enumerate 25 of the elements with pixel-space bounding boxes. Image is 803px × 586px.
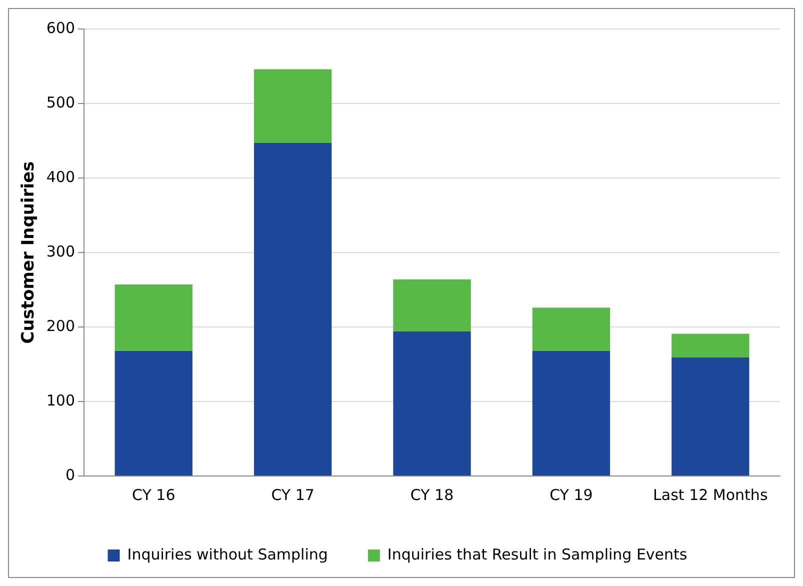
bar xyxy=(114,350,192,476)
bar xyxy=(114,284,192,351)
y-tick-label: 200 xyxy=(46,316,76,335)
y-tick-label: 300 xyxy=(46,242,76,260)
bar xyxy=(254,142,332,476)
y-tick-label: 100 xyxy=(46,391,76,410)
y-tick-label: 400 xyxy=(46,168,76,186)
x-tick-label: Last 12 Months xyxy=(653,486,768,504)
y-tick-label: 500 xyxy=(46,93,76,112)
bar xyxy=(393,331,471,476)
x-tick-label: CY 17 xyxy=(271,486,314,504)
legend-label: Inquiries that Result in Sampling Events xyxy=(387,545,688,564)
bar xyxy=(393,279,471,332)
x-tick-label: CY 16 xyxy=(132,486,176,504)
x-tick-label: CY 18 xyxy=(410,486,454,504)
bar xyxy=(254,69,332,143)
bar xyxy=(532,308,610,351)
bar xyxy=(532,350,610,476)
bar xyxy=(672,358,750,476)
bar xyxy=(672,334,750,358)
y-tick-label: 0 xyxy=(65,466,76,484)
x-tick-label: CY 19 xyxy=(550,486,593,504)
y-tick-label: 600 xyxy=(46,18,76,37)
legend-label: Inquiries without Sampling xyxy=(127,545,328,564)
y-axis-title: Customer Inquiries xyxy=(18,161,39,344)
